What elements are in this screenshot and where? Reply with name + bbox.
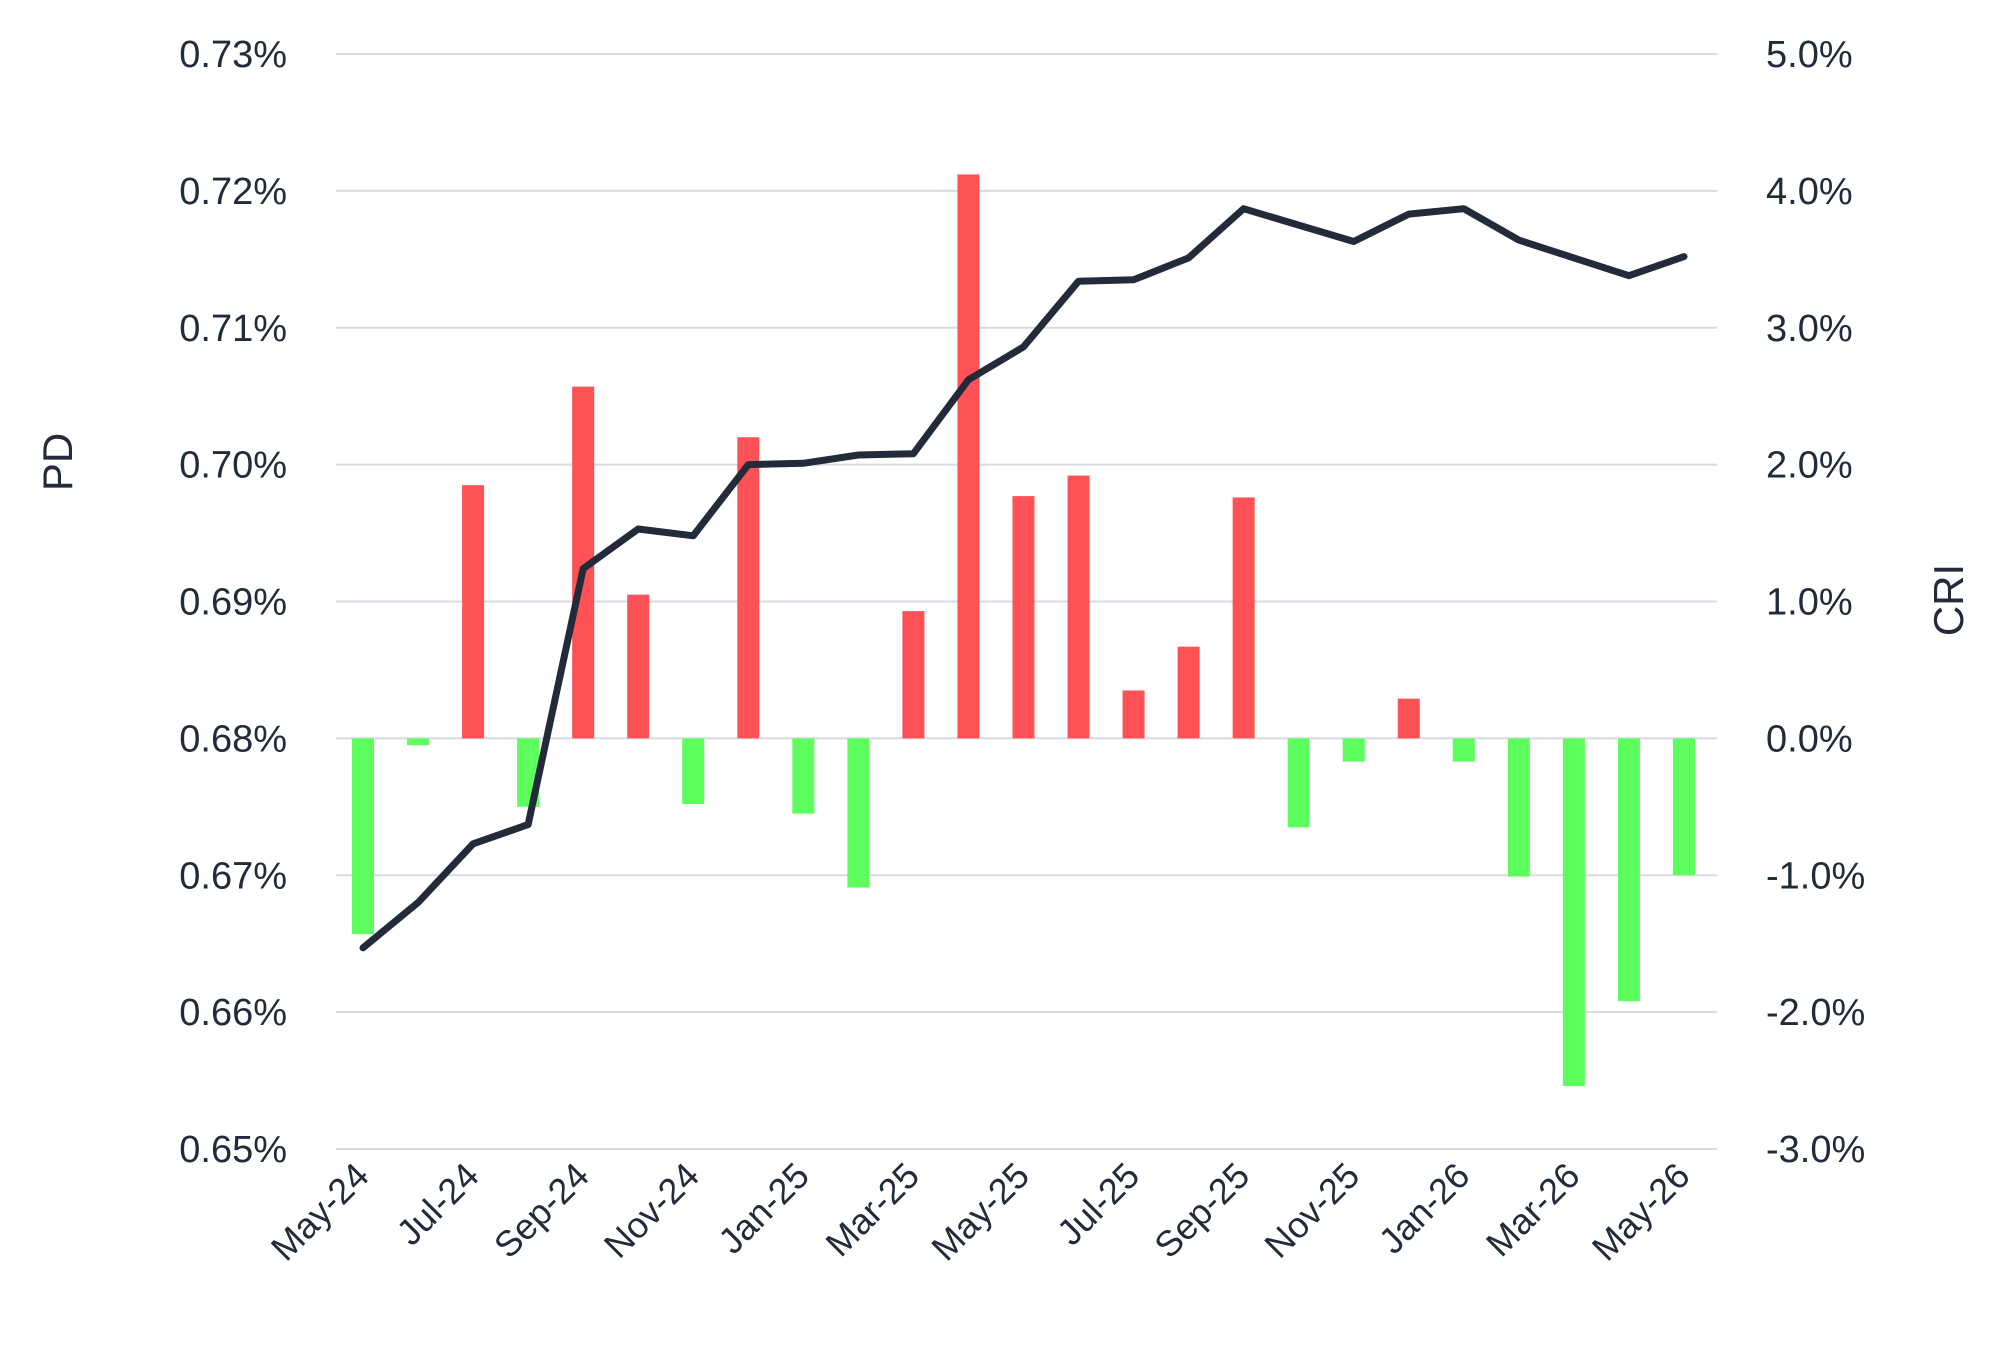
right-tick-label: 4.0% (1766, 171, 1853, 213)
cri-bar (1287, 738, 1310, 828)
cri-bar (627, 594, 650, 739)
right-tick-label: 0.0% (1766, 718, 1853, 760)
right-axis: 5.0% 4.0% 3.0% 2.0% 1.0% 0.0% -1.0% -2.0% -3.0% (1766, 34, 1865, 1171)
cri-bar (1012, 496, 1035, 739)
cri-bar (792, 738, 815, 814)
cri-bar (682, 738, 705, 805)
left-tick-label: 0.72% (179, 171, 287, 213)
right-tick-label: 3.0% (1766, 308, 1853, 350)
cri-bar (1232, 497, 1255, 739)
x-tick-label: Mar-26 (1478, 1155, 1588, 1265)
right-tick-label: -1.0% (1766, 855, 1865, 897)
x-tick-label: May-25 (923, 1155, 1037, 1269)
cri-bar (847, 738, 870, 888)
cri-bar (1507, 738, 1530, 877)
x-tick-label: May-24 (263, 1155, 377, 1269)
x-tick-label: May-26 (1584, 1155, 1698, 1269)
right-tick-label: 2.0% (1766, 445, 1853, 487)
cri-bar (1562, 738, 1585, 1087)
x-tick-label: Jul-25 (1049, 1155, 1147, 1253)
cri-bar (462, 485, 485, 739)
cri-bar (1452, 738, 1475, 762)
x-tick-label: Mar-25 (817, 1155, 927, 1265)
left-axis: 0.73% 0.72% 0.71% 0.70% 0.69% 0.68% 0.67% 0.66%… (179, 34, 287, 1171)
left-tick-label: 0.73% (179, 34, 287, 76)
cri-bar (1342, 738, 1365, 762)
pd-line (359, 205, 1688, 952)
x-tick-label: Sep-24 (486, 1155, 597, 1266)
x-tick-label: Nov-24 (596, 1155, 707, 1266)
x-tick-label: Jan-25 (710, 1155, 817, 1262)
cri-bar (407, 738, 430, 746)
cri-bar (1617, 738, 1640, 1002)
cri-bar (1672, 738, 1695, 876)
left-tick-label: 0.67% (179, 855, 287, 897)
cri-bar (957, 174, 980, 739)
cri-bar (352, 738, 374, 935)
left-tick-label: 0.68% (179, 718, 287, 760)
cri-bar (1067, 475, 1090, 739)
left-tick-label: 0.70% (179, 445, 287, 487)
left-tick-label: 0.71% (179, 308, 287, 350)
cri-bar (902, 611, 925, 739)
cri-bar (1177, 646, 1200, 739)
x-tick-label: Nov-25 (1256, 1155, 1367, 1266)
right-tick-label: 1.0% (1766, 582, 1853, 624)
left-tick-label: 0.69% (179, 582, 287, 624)
right-axis-title: CRI (1925, 564, 1972, 636)
cri-bars (352, 174, 1695, 1087)
cri-bar (737, 437, 760, 739)
cri-bar (572, 386, 595, 739)
left-tick-label: 0.65% (179, 1129, 287, 1171)
x-tick-label: Sep-25 (1146, 1155, 1257, 1266)
left-tick-label: 0.66% (179, 992, 287, 1034)
pd-line-path (359, 205, 1688, 952)
left-axis-title: PD (34, 433, 81, 491)
x-tick-label: Jan-26 (1371, 1155, 1478, 1262)
cri-bar (1122, 690, 1145, 739)
right-tick-label: -2.0% (1766, 992, 1865, 1034)
right-tick-label: -3.0% (1766, 1129, 1865, 1171)
right-tick-label: 5.0% (1766, 34, 1853, 76)
x-tick-label: Jul-24 (388, 1155, 486, 1253)
cri-bar (1397, 698, 1420, 739)
